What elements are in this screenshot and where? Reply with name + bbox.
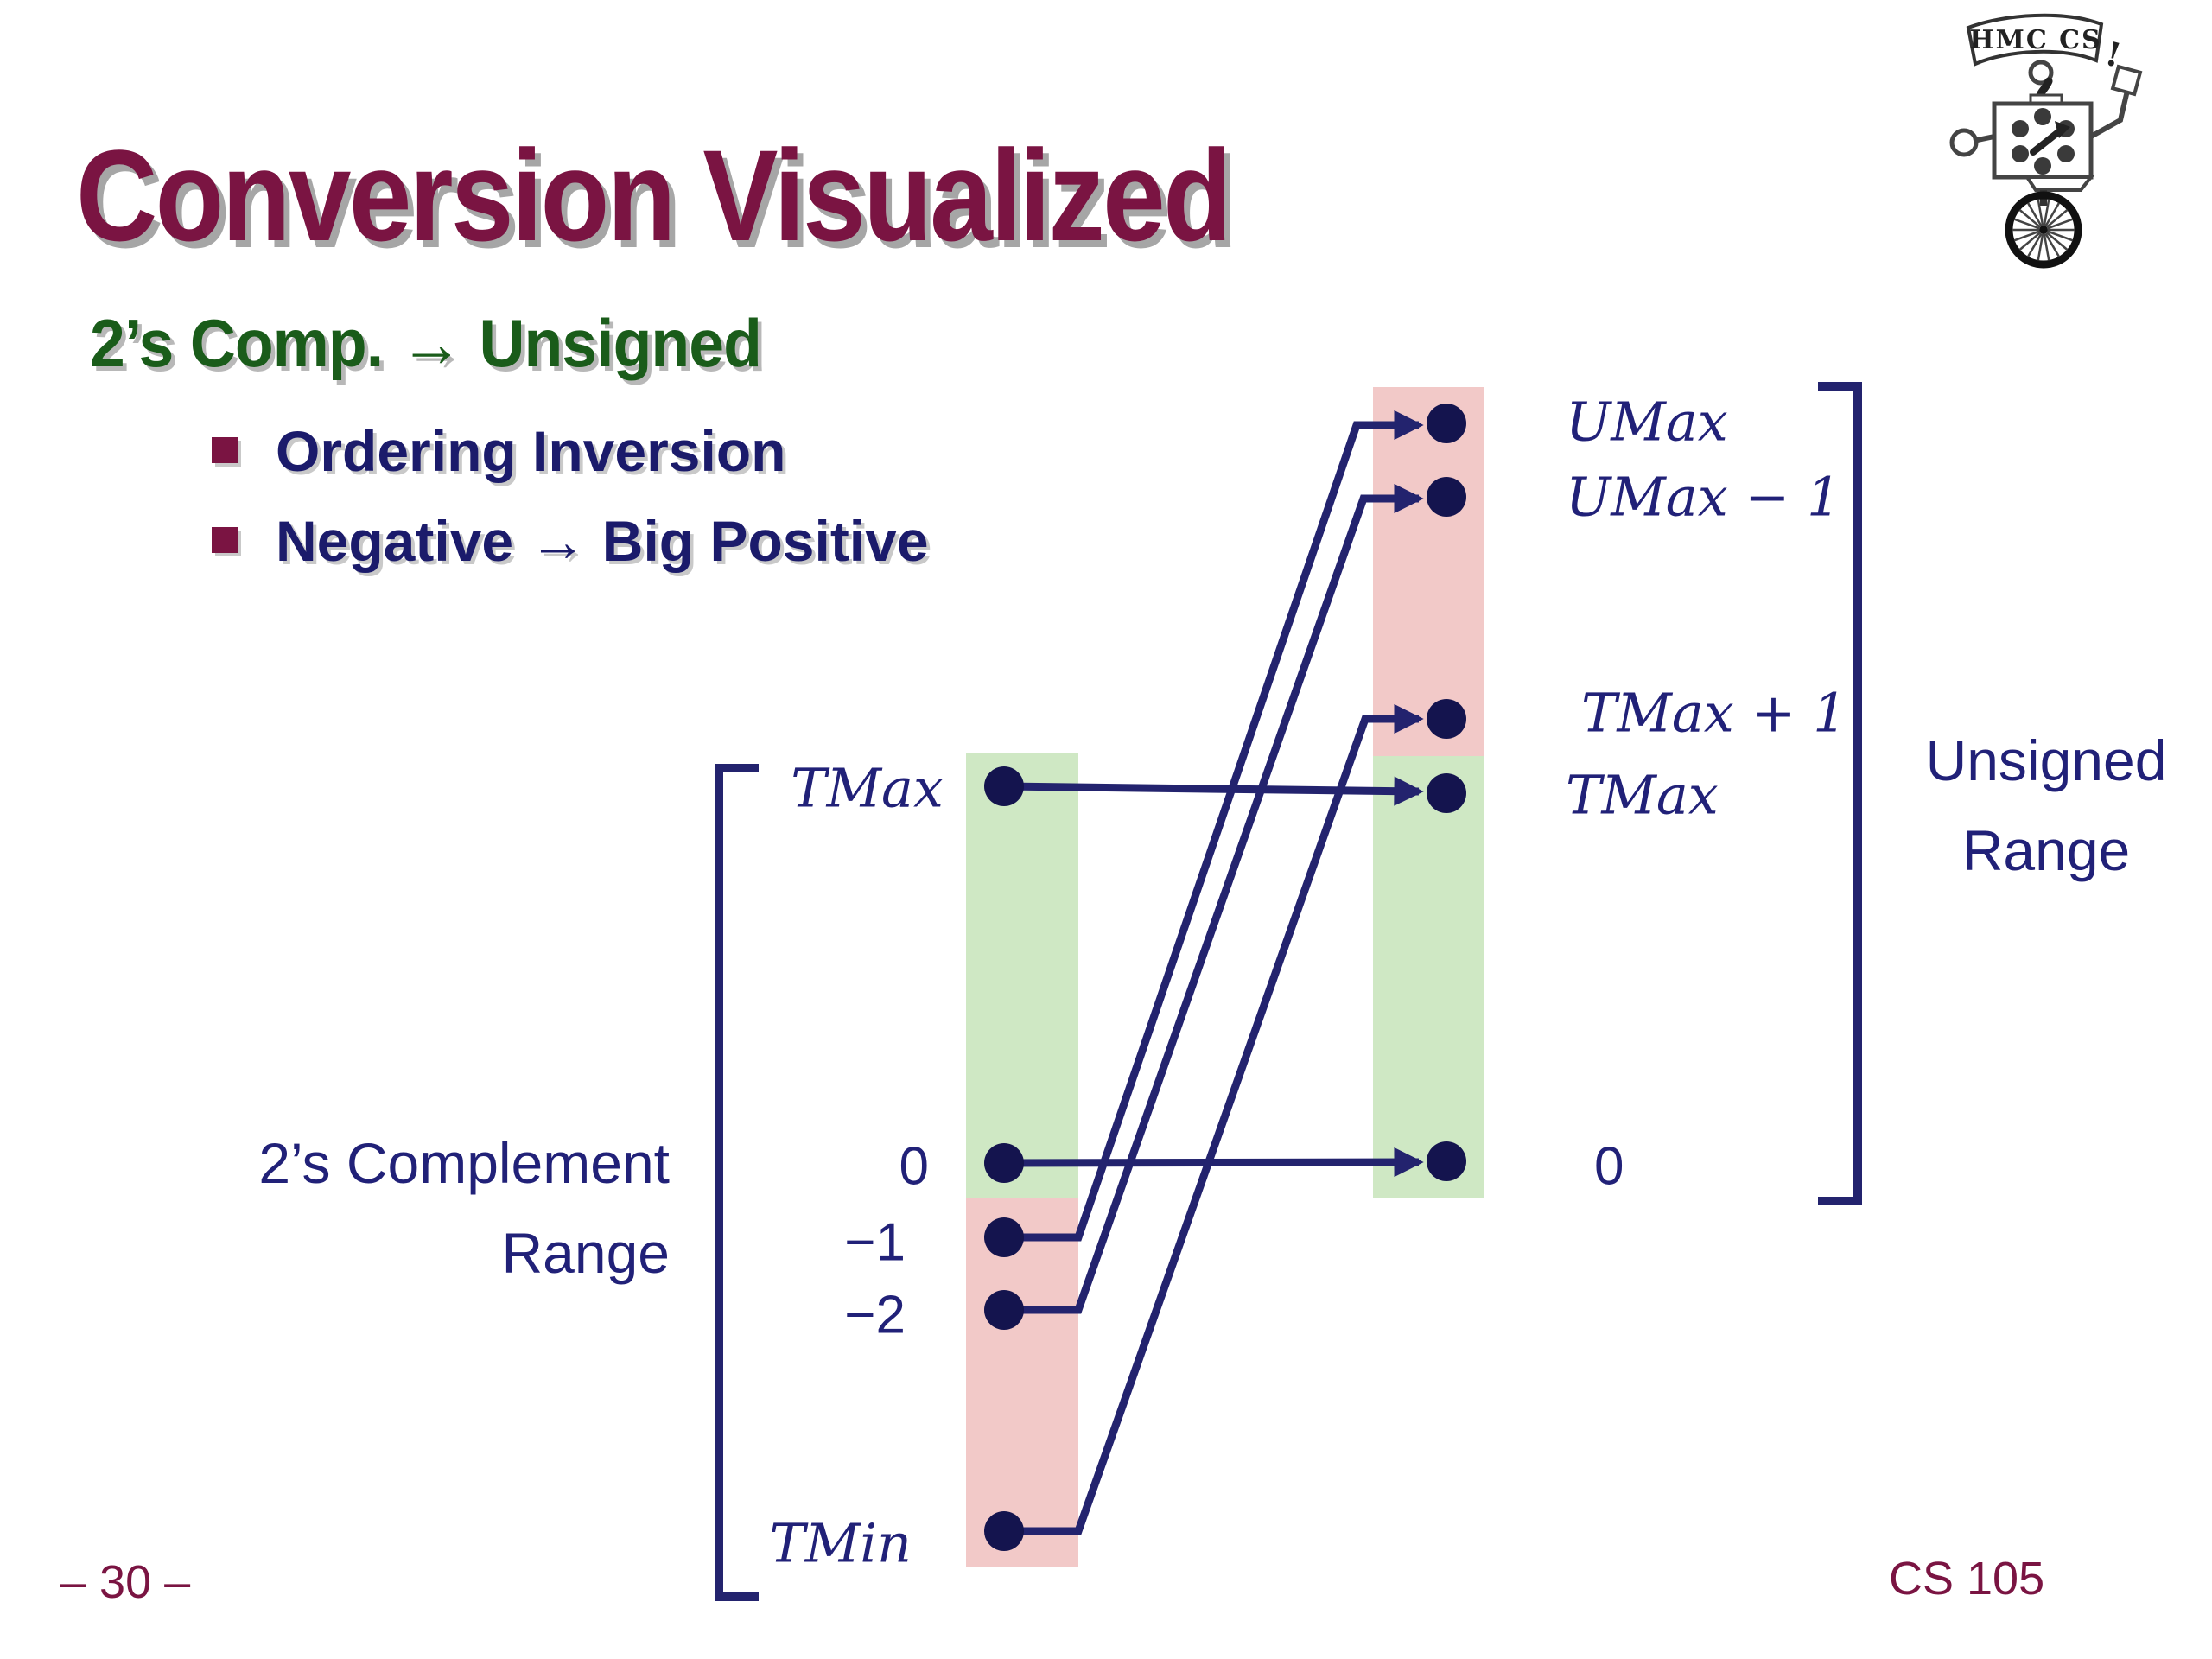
dot-right-tmax <box>1427 773 1466 813</box>
range-label-line: 2’s Complement <box>258 1131 670 1195</box>
unsigned-range-label: Unsigned Range <box>1873 715 2212 895</box>
logo-wheel-spokes <box>2012 199 2075 261</box>
bullet-text: Ordering Inversion <box>276 419 786 483</box>
logo-face-arrow <box>2030 129 2062 156</box>
logo-antenna-loop <box>2028 60 2054 86</box>
bullet-square-icon <box>212 527 238 553</box>
page-number: – 30 – <box>60 1556 191 1608</box>
bullet-item: Negative → Big Positive <box>212 512 929 569</box>
left-bar-positive-region <box>966 753 1078 1198</box>
course-label: CS 105 <box>1889 1553 2045 1605</box>
dot-right-zero <box>1427 1141 1466 1181</box>
hmc-cs-logo: HMC CS ! <box>1949 13 2143 269</box>
label-left-tmax: TMax <box>791 757 944 820</box>
dot-left-minus1 <box>984 1217 1024 1257</box>
left-bar-negative-region <box>966 1198 1078 1567</box>
label-right-umax-minus1: UMax − 1 <box>1566 466 1840 529</box>
right-bar-overflow-region <box>1373 387 1484 756</box>
bullet-square-icon <box>212 437 238 463</box>
page-title: Conversion Visualized <box>76 123 1232 268</box>
logo-right-arm <box>2089 90 2130 139</box>
dot-right-tmax-plus1 <box>1427 699 1466 739</box>
dot-left-tmin <box>984 1511 1024 1551</box>
arrow-tmin-to-tmax-plus1 <box>1004 703 1424 1535</box>
label-right-umax: UMax <box>1566 391 1728 454</box>
logo-wheel-hub <box>2039 226 2048 234</box>
logo-banner-ribbon <box>1966 13 2104 67</box>
range-label-line: Range <box>501 1221 671 1285</box>
left-range-bracket <box>715 764 759 1601</box>
label-left-tmin: TMin <box>769 1512 912 1575</box>
label-right-tmax-plus1: TMax + 1 <box>1581 682 1847 745</box>
bullet-item: Ordering Inversion <box>212 423 785 480</box>
label-left-minus2: −2 <box>844 1286 906 1345</box>
logo-seat <box>2024 175 2095 192</box>
range-label-line: Range <box>1961 818 2131 882</box>
right-bar-positive-region <box>1373 756 1484 1198</box>
dot-right-umax-minus1 <box>1427 477 1466 517</box>
dot-right-umax <box>1427 404 1466 443</box>
logo-left-hand <box>1949 128 1979 157</box>
logo-right-hand <box>2110 64 2143 97</box>
label-left-zero: 0 <box>899 1137 929 1197</box>
label-left-minus1: −1 <box>844 1213 906 1273</box>
label-right-tmax: TMax <box>1566 764 1719 827</box>
arrow-minus2-to-umax-minus1 <box>1004 483 1424 1314</box>
label-right-zero: 0 <box>1594 1137 1624 1197</box>
bullet-text: Negative → Big Positive <box>276 509 929 573</box>
range-label-line: Unsigned <box>1925 728 2167 792</box>
section-heading: 2’s Comp. → Unsigned <box>90 305 762 381</box>
right-range-bracket <box>1818 382 1862 1205</box>
logo-face-arrowhead <box>2055 121 2070 138</box>
dot-left-minus2 <box>984 1290 1024 1330</box>
dot-left-zero <box>984 1143 1024 1183</box>
twos-complement-range-label: 2’s Complement Range <box>238 1118 670 1298</box>
logo-banner-text: HMC CS <box>1969 25 2101 55</box>
logo-wheel-rim <box>2005 191 2082 269</box>
dot-left-tmax <box>984 766 1024 806</box>
arrow-minus1-to-umax <box>1004 410 1424 1242</box>
arrow-tmax-to-tmax <box>1003 776 1424 806</box>
